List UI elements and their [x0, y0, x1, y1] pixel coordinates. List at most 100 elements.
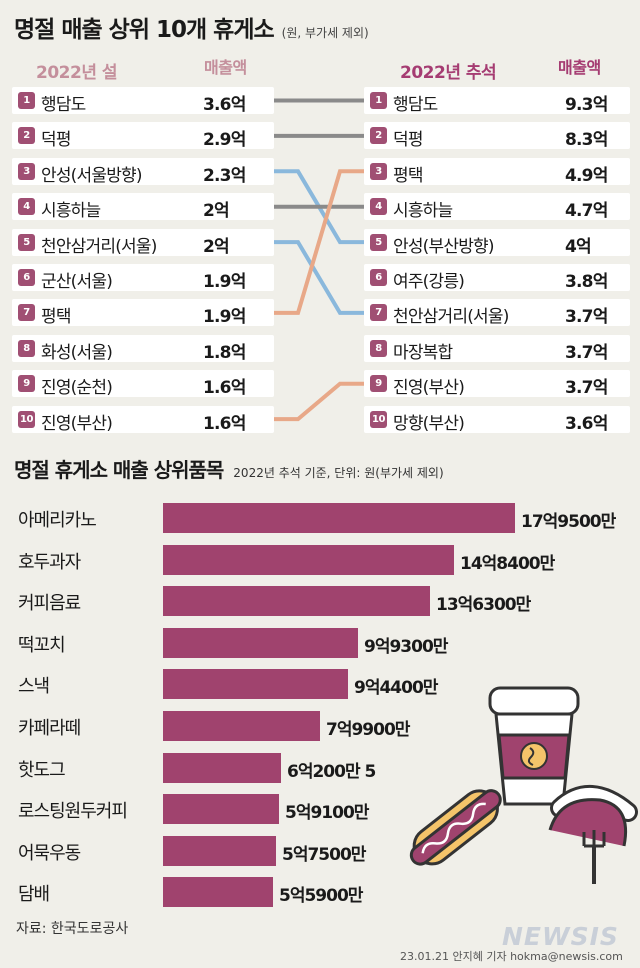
rest-area-name: 진영(부산)	[41, 413, 113, 434]
left-period-header: 2022년 설	[36, 63, 118, 83]
sales-value: 1.6억	[203, 378, 246, 399]
rank-number: 9	[370, 375, 387, 393]
rank-number: 10	[18, 410, 35, 428]
credit-line: 23.01.21 안지혜 기자 hokma@newsis.com	[400, 950, 623, 963]
sales-value: 3.8억	[565, 272, 608, 292]
left-rank-row: 10 진영(부산) 1.6억	[12, 405, 274, 434]
left-value-header: 매출액	[204, 58, 247, 77]
bar-category-label: 커피음료	[18, 593, 81, 615]
bar-value-label: 7억9900만	[326, 720, 410, 740]
left-rank-row: 2 덕평 2.9억	[12, 122, 274, 151]
sales-value: 2억	[203, 236, 230, 257]
rest-area-name: 안성(서울방향)	[41, 165, 143, 186]
rest-area-name: 덕평	[393, 130, 423, 151]
sales-value: 1.8억	[203, 342, 246, 363]
sausage-fork-icon	[548, 785, 638, 884]
rank-number: 5	[370, 233, 387, 251]
rank-number: 8	[370, 339, 387, 357]
rest-area-name: 덕평	[41, 130, 71, 151]
sales-value: 3.6억	[203, 95, 246, 115]
coffee-cup-icon	[488, 686, 580, 806]
sales-value: 1.6억	[203, 413, 246, 434]
rank-number: 2	[370, 127, 387, 145]
bar-category-label: 아메리카노	[18, 510, 97, 531]
rest-area-name: 화성(서울)	[41, 342, 113, 363]
right-rank-row: 10 망향(부산) 3.6억	[364, 405, 630, 434]
sales-value: 1.9억	[203, 272, 246, 292]
right-rank-row: 1 행담도 9.3억	[364, 87, 630, 115]
newsis-watermark: NEWSIS	[502, 922, 619, 951]
bar-value-label: 9억4400만	[354, 678, 438, 699]
rest-area-name: 행담도	[393, 95, 438, 115]
bar-category-label: 어묵우동	[18, 842, 81, 864]
bar	[163, 752, 281, 783]
bar-value-label: 5억5900만	[279, 886, 363, 907]
sales-value: 4.9억	[565, 165, 608, 186]
rank-link-line	[274, 169, 364, 315]
rest-area-name: 망향(부산)	[393, 413, 465, 434]
source-note: 자료: 한국도로공사	[16, 921, 129, 937]
rest-area-name: 시흥하늘	[41, 201, 101, 222]
title-note: (원, 부가세 제외)	[281, 26, 369, 40]
sales-value: 3.6억	[565, 413, 608, 434]
bar-value-label: 5억7500만	[282, 844, 366, 865]
sales-value: 1.9억	[203, 307, 246, 328]
rank-number: 6	[18, 269, 35, 286]
rest-area-name: 군산(서울)	[41, 272, 113, 292]
bar-category-label: 로스팅원두커피	[18, 801, 128, 823]
left-rank-row: 3 안성(서울방향) 2.3억	[12, 157, 274, 186]
bar-value-label: 6억200만 5	[287, 761, 376, 782]
rank-number: 10	[370, 410, 387, 428]
left-rank-row: 8 화성(서울) 1.8억	[12, 334, 274, 363]
rest-area-name: 진영(부산)	[393, 378, 465, 399]
sales-value: 2.9억	[203, 130, 246, 151]
sales-value: 2.3억	[203, 165, 246, 186]
sales-value: 4억	[565, 236, 592, 257]
bar-category-label: 카페라떼	[18, 718, 81, 739]
rest-area-name: 여주(강릉)	[393, 272, 465, 292]
rest-area-name: 행담도	[41, 95, 86, 115]
left-rank-row: 7 평택 1.9억	[12, 299, 274, 328]
bar	[163, 794, 279, 825]
left-rank-row: 1 행담도 3.6억	[12, 87, 274, 115]
left-rank-row: 9 진영(순천) 1.6억	[12, 370, 274, 399]
bar-category-label: 떡꼬치	[18, 634, 66, 656]
bar-value-label: 5억9100만	[285, 803, 369, 824]
right-rank-row: 4 시흥하늘 4.7억	[364, 193, 630, 222]
chart-title: 명절 매출 상위 10개 휴게소 (원, 부가세 제외)	[14, 17, 369, 43]
sales-value: 8.3억	[565, 130, 608, 151]
bar-category-label: 핫도그	[18, 759, 66, 781]
bar	[163, 711, 320, 741]
bar	[163, 544, 454, 575]
bar-category-label: 담배	[18, 884, 50, 906]
rest-area-name: 시흥하늘	[393, 201, 453, 222]
right-rank-row: 3 평택 4.9억	[364, 157, 630, 186]
rank-link-line	[274, 381, 364, 422]
bar	[163, 586, 430, 617]
sales-value: 3.7억	[565, 307, 608, 328]
rank-number: 4	[18, 198, 35, 216]
rest-area-name: 평택	[393, 165, 423, 186]
right-rank-row: 8 마장복합 3.7억	[364, 334, 630, 363]
bar	[163, 835, 276, 866]
rank-number: 7	[18, 304, 35, 322]
bar-value-label: 14억8400만	[460, 553, 555, 574]
bar-value-label: 13억6300만	[436, 595, 531, 616]
rank-number: 9	[18, 375, 35, 393]
rank-number: 1	[370, 92, 387, 109]
right-rank-row: 5 안성(부산방향) 4억	[364, 228, 630, 257]
right-value-header: 매출액	[558, 58, 601, 77]
rest-area-name: 진영(순천)	[41, 378, 113, 399]
left-rank-row: 4 시흥하늘 2억	[12, 193, 274, 222]
bar-category-label: 호두과자	[18, 551, 81, 573]
right-period-header: 2022년 추석	[400, 63, 497, 83]
bar-category-label: 스낵	[18, 676, 50, 698]
rank-number: 3	[370, 162, 387, 180]
rank-number: 5	[18, 233, 35, 251]
sales-value: 4.7억	[565, 201, 608, 222]
bar-value-label: 9억9300만	[364, 636, 448, 657]
rank-number: 8	[18, 339, 35, 357]
sales-value: 2억	[203, 201, 230, 222]
sales-value: 3.7억	[565, 342, 608, 363]
rank-number: 7	[370, 304, 387, 322]
